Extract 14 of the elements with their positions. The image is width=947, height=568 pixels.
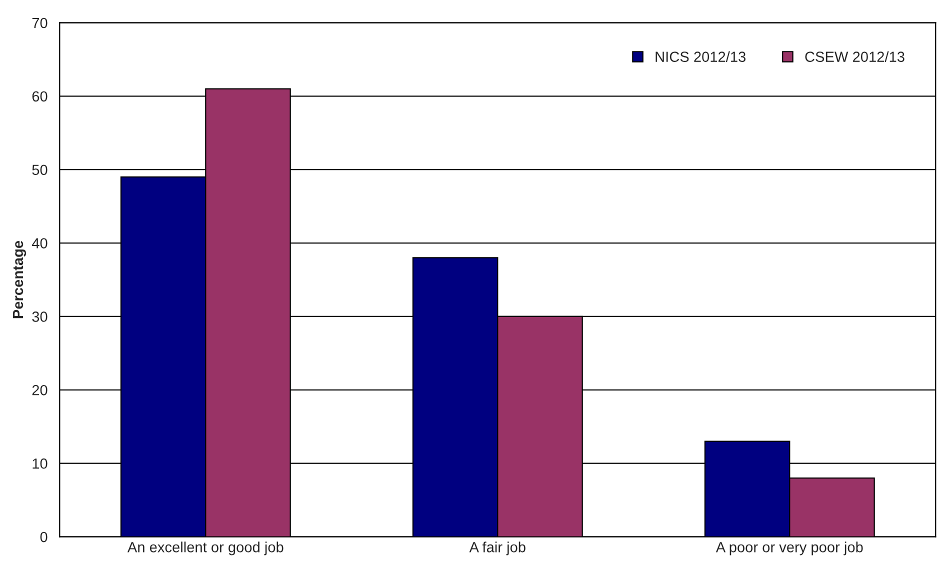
x-tick-label: An excellent or good job	[127, 542, 284, 556]
y-tick-label: 30	[32, 312, 48, 322]
legend-label: CSEW 2012/13	[805, 51, 904, 62]
y-axis-title: Percentage	[12, 240, 26, 318]
y-tick-label: 0	[40, 532, 48, 542]
x-tick-label: A poor or very poor job	[716, 542, 863, 556]
legend-label: NICS 2012/13	[656, 51, 746, 62]
y-tick-label: 20	[32, 384, 48, 396]
y-tick-label: 70	[32, 18, 48, 28]
y-tick-label: 40	[32, 238, 48, 248]
x-tick-label: A fair job	[469, 542, 526, 556]
y-tick-label: 10	[32, 458, 48, 469]
y-tick-label: 50	[32, 164, 48, 176]
y-tick-label: 60	[32, 91, 48, 102]
